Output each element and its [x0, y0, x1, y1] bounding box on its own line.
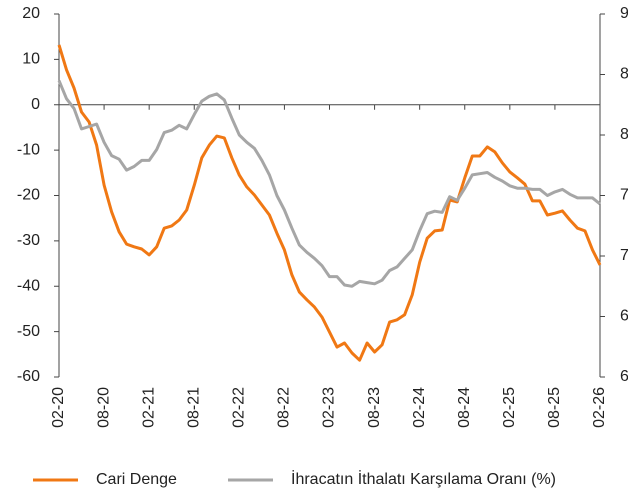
- x-tick-label: 08-25: [546, 387, 563, 428]
- series-line: [57, 44, 602, 362]
- x-tick-label: 02-26: [591, 387, 608, 428]
- x-tick-label: 08-21: [185, 387, 202, 428]
- y2-tick-label: 85: [620, 66, 628, 83]
- y2-tick-label: 90: [620, 5, 628, 22]
- y-tick-label: -10: [17, 141, 40, 158]
- x-tick-label: 02-25: [501, 387, 518, 428]
- y-tick-label: 0: [31, 96, 40, 113]
- x-tick-label: 08-24: [456, 387, 473, 428]
- y2-tick-label: 65: [620, 308, 628, 325]
- x-tick-label: 02-23: [321, 387, 338, 428]
- x-tick-label: 02-21: [140, 387, 157, 428]
- legend-label: Cari Denge: [96, 471, 177, 488]
- x-tick-label: 08-23: [366, 387, 383, 428]
- y2-tick-label: 70: [620, 247, 628, 264]
- y-tick-label: -40: [17, 277, 40, 294]
- x-tick-label: 08-20: [95, 387, 112, 428]
- y-tick-label: -60: [17, 368, 40, 385]
- y-tick-label: -20: [17, 187, 40, 204]
- x-tick-label: 02-24: [411, 387, 428, 428]
- x-tick-label: 02-20: [50, 387, 67, 428]
- x-tick-label: 08-22: [276, 387, 293, 428]
- legend-label: İhracatın İthalatı Karşılama Oranı (%): [291, 469, 556, 488]
- y2-tick-label: 60: [620, 368, 628, 385]
- y-tick-label: -30: [17, 232, 40, 249]
- y-tick-label: 10: [22, 51, 40, 68]
- y2-tick-label: 80: [620, 126, 628, 143]
- y-tick-label: 20: [22, 5, 40, 22]
- y2-tick-label: 75: [620, 187, 628, 204]
- series-line: [57, 80, 601, 288]
- x-tick-label: 02-22: [231, 387, 248, 428]
- y-tick-label: -50: [17, 323, 40, 340]
